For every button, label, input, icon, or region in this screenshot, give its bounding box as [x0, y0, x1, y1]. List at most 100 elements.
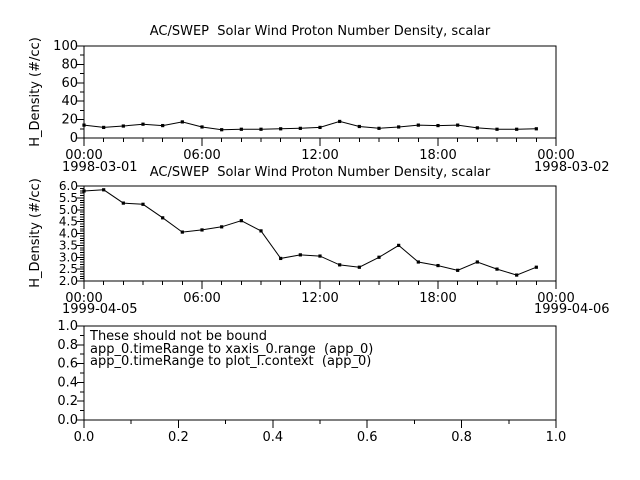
- data-point-marker: [475, 260, 479, 264]
- plot2-start-date-label: 1999-04-05: [62, 302, 138, 317]
- y-tick-label: 0.6: [57, 357, 78, 372]
- data-point-marker: [357, 124, 361, 129]
- x-tick-label: 0.2: [168, 430, 189, 445]
- y-tick-label: 5.5: [59, 191, 78, 205]
- data-point-marker: [82, 189, 86, 193]
- data-point-marker: [534, 265, 538, 269]
- data-point-marker: [161, 123, 165, 128]
- y-tick-label: 1.0: [57, 319, 78, 334]
- x-tick-label: 18:00: [419, 148, 456, 163]
- x-tick-label: 12:00: [301, 148, 338, 163]
- x-tick-label: 0.6: [357, 430, 378, 445]
- data-point-marker: [456, 123, 460, 127]
- y-tick-label: 100: [53, 39, 78, 54]
- y-tick-label: 4.0: [59, 227, 78, 241]
- data-point-marker: [475, 126, 479, 130]
- data-point-marker: [298, 253, 302, 257]
- y-tick-label: 3.0: [59, 250, 78, 264]
- y-tick-label: 6.0: [59, 179, 78, 193]
- data-point-marker: [515, 273, 519, 277]
- data-point-marker: [180, 230, 184, 234]
- plot2-box: [83, 185, 557, 282]
- data-point-marker: [397, 243, 401, 247]
- data-point-marker: [338, 119, 342, 124]
- data-point-marker: [318, 125, 322, 130]
- data-point-marker: [298, 126, 302, 130]
- plot1-title: AC/SWEP Solar Wind Proton Number Density…: [149, 24, 491, 39]
- data-point-marker: [220, 128, 224, 132]
- data-point-marker: [82, 123, 86, 127]
- y-tick-label: 4.5: [59, 215, 78, 229]
- data-point-marker: [102, 125, 106, 130]
- data-point-marker: [416, 123, 420, 127]
- data-point-marker: [121, 124, 125, 128]
- data-point-marker: [357, 265, 361, 269]
- plot2-y-axis-label: H_Density (#/cc): [28, 178, 44, 288]
- y-tick-label: 2.5: [59, 262, 78, 276]
- y-tick-label: 40: [61, 94, 78, 109]
- y-tick-label: 0.0: [57, 413, 78, 428]
- data-point-marker: [161, 216, 165, 220]
- plot1-y-axis-label: H_Density (#/cc): [28, 37, 44, 147]
- y-tick-label: 60: [61, 76, 78, 91]
- annotation-line-1: These should not be bound: [90, 329, 268, 344]
- data-point-marker: [259, 127, 263, 131]
- x-tick-label: 12:00: [301, 291, 338, 306]
- data-point-marker: [239, 127, 243, 131]
- annotation-line-3: app_0.timeRange to plot_I.context (app_0…: [90, 354, 372, 369]
- x-tick-label: 0.0: [74, 430, 95, 445]
- y-tick-label: 2.0: [59, 274, 78, 288]
- data-point-marker: [377, 126, 381, 130]
- data-point-marker: [239, 219, 243, 223]
- x-tick-label: 1.0: [546, 430, 567, 445]
- data-point-marker: [220, 225, 224, 229]
- y-tick-label: 5.0: [59, 203, 78, 217]
- x-tick-label: 00:00: [65, 148, 102, 163]
- data-point-marker: [279, 127, 283, 131]
- y-tick-label: 0: [70, 131, 78, 146]
- y-tick-label: 20: [61, 113, 78, 128]
- data-point-marker: [495, 127, 499, 131]
- data-point-marker: [534, 127, 538, 131]
- data-series-line: [83, 189, 537, 276]
- x-tick-label: 00:00: [65, 291, 102, 306]
- data-point-marker: [180, 120, 184, 124]
- data-point-marker: [259, 229, 263, 233]
- data-point-marker: [141, 202, 145, 206]
- plot2-title: AC/SWEP Solar Wind Proton Number Density…: [149, 165, 491, 180]
- y-tick-label: 80: [61, 57, 78, 72]
- data-point-marker: [318, 254, 322, 258]
- x-tick-label: 06:00: [183, 291, 220, 306]
- data-series-line: [83, 120, 537, 131]
- data-point-marker: [436, 123, 440, 128]
- data-point-marker: [436, 263, 440, 268]
- annotation-line-2: app_0.timeRange to xaxis_0.range (app_0): [90, 342, 374, 357]
- plot2-end-date-label: 1999-04-06: [534, 302, 610, 317]
- data-point-marker: [200, 125, 204, 129]
- data-point-marker: [397, 125, 401, 129]
- data-point-marker: [495, 267, 499, 271]
- data-point-marker: [141, 122, 145, 126]
- data-point-marker: [515, 127, 519, 131]
- data-point-marker: [279, 256, 283, 261]
- data-point-marker: [416, 260, 420, 264]
- x-tick-label: 18:00: [419, 291, 456, 306]
- y-tick-label: 3.5: [59, 238, 78, 252]
- y-tick-label: 0.8: [57, 338, 78, 353]
- x-tick-label: 00:00: [537, 291, 574, 306]
- plot1-box: [83, 45, 557, 139]
- data-point-marker: [377, 255, 381, 259]
- y-tick-label: 0.4: [57, 375, 78, 390]
- plot1-end-date-label: 1998-03-02: [534, 160, 610, 175]
- data-point-marker: [338, 263, 342, 267]
- plot1-start-date-label: 1998-03-01: [62, 160, 138, 175]
- data-point-marker: [456, 268, 460, 272]
- x-tick-label: 0.8: [451, 430, 472, 445]
- x-tick-label: 0.4: [262, 430, 283, 445]
- data-point-marker: [102, 188, 106, 192]
- y-tick-label: 0.2: [57, 394, 78, 409]
- data-point-marker: [121, 201, 125, 205]
- x-tick-label: 00:00: [537, 148, 574, 163]
